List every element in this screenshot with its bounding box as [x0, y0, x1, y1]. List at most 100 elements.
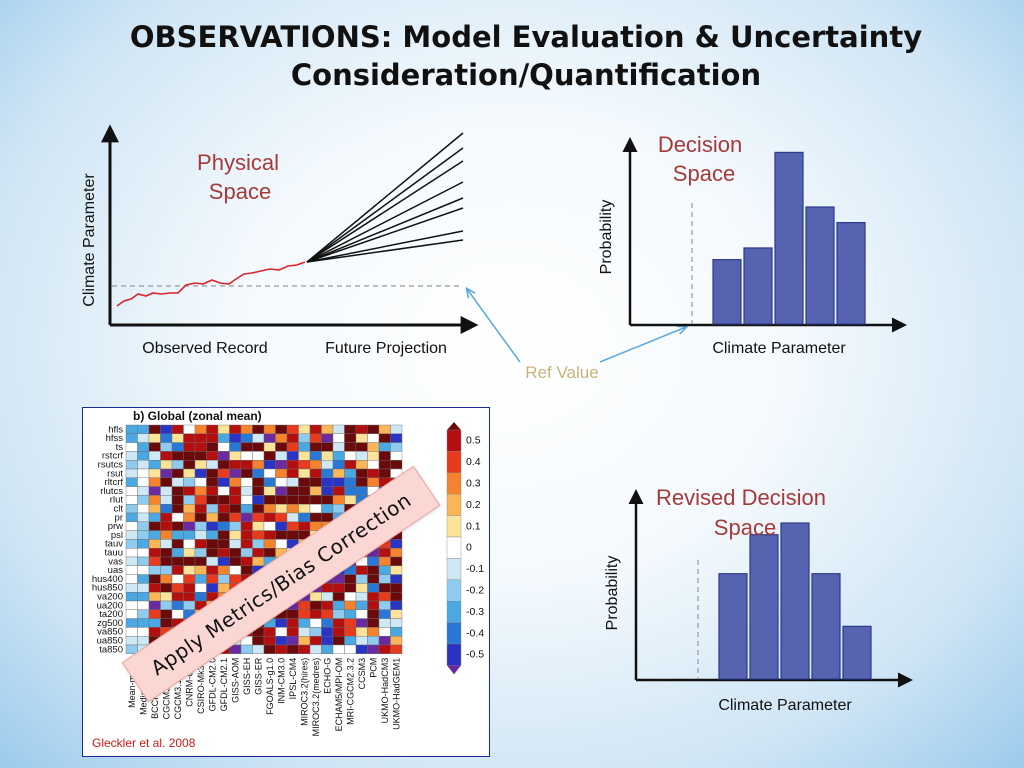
heatmap-cell: [148, 556, 161, 567]
heatmap-cell: [355, 600, 368, 611]
heatmap-column-label: IPSL-CM4: [288, 658, 298, 700]
heatmap-cell: [378, 451, 391, 461]
heatmap-cell: [344, 600, 357, 611]
heatmap-cell: [252, 424, 265, 435]
heatmap-cell: [137, 512, 150, 523]
heatmap-cell: [332, 477, 345, 487]
colorbar-tick-label: 0.2: [466, 499, 481, 511]
colorbar-tick-label: -0.4: [466, 627, 484, 639]
heatmap-cell: [160, 442, 173, 452]
heatmap-cell: [160, 556, 173, 567]
heatmap-cell: [125, 609, 138, 619]
heatmap-cell: [148, 591, 161, 602]
heatmap-cell: [286, 495, 299, 505]
heatmap-cell: [125, 433, 138, 443]
heatmap-cell: [148, 583, 161, 593]
heatmap-cell: [171, 574, 184, 584]
heatmap-cell: [332, 424, 345, 435]
heatmap-cell: [263, 486, 276, 496]
heatmap-cell: [367, 574, 380, 584]
ref-value-annotation: Ref Value: [467, 289, 686, 382]
heatmap-cell: [206, 433, 219, 443]
heatmap-cell: [183, 512, 196, 523]
heatmap-cell: [286, 627, 299, 637]
heatmap-cell: [332, 486, 345, 496]
heatmap-cell: [171, 583, 184, 593]
heatmap-cell: [206, 503, 219, 514]
decision-space-chart: Decision Space Probability Climate Param…: [598, 132, 907, 357]
heatmap-cell: [309, 451, 322, 461]
heatmap-cell: [171, 539, 184, 549]
heatmap-cell: [275, 495, 288, 505]
heatmap-cell: [206, 477, 219, 487]
heatmap-cell: [344, 627, 357, 637]
heatmap-cell: [194, 486, 207, 496]
heatmap-cell: [160, 486, 173, 496]
revised-bars: [718, 522, 872, 680]
observed-record-line: [116, 261, 306, 307]
heatmap-cell: [332, 600, 345, 611]
heatmap-cell: [286, 460, 299, 470]
heatmap-cell: [390, 565, 403, 575]
heatmap-row-label: hus400: [92, 574, 123, 585]
heatmap-cell: [332, 503, 345, 514]
heatmap-cell: [367, 556, 380, 567]
heatmap-cell: [148, 530, 161, 540]
heatmap-cell: [125, 591, 138, 602]
heatmap-cell: [309, 468, 322, 479]
heatmap-cell: [309, 495, 322, 505]
decision-space-label-1: Decision: [658, 132, 742, 157]
heatmap-cell: [367, 424, 380, 435]
heatmap-row-label: ta850: [99, 644, 123, 655]
heatmap-cell: [344, 424, 357, 435]
heatmap-cell: [355, 565, 368, 575]
heatmap-cell: [378, 644, 391, 655]
heatmap-cell: [298, 468, 311, 479]
heatmap-cell: [367, 565, 380, 575]
heatmap-cell: [263, 442, 276, 452]
heatmap-cell: [137, 574, 150, 584]
heatmap-cell: [263, 424, 276, 435]
heatmap-cell: [344, 609, 357, 619]
colorbar-tick-label: -0.3: [466, 606, 484, 618]
heatmap-cell: [171, 565, 184, 575]
heatmap-cell: [344, 486, 357, 496]
heatmap-cell: [298, 503, 311, 514]
heatmap-row-label: va200: [97, 592, 123, 603]
heatmap-cell: [390, 442, 403, 452]
heatmap-row-label: rlut: [110, 495, 124, 506]
heatmap-cell: [378, 627, 391, 637]
heatmap-cell: [252, 486, 265, 496]
colorbar-segment: [446, 600, 462, 623]
heatmap-cell: [148, 451, 161, 461]
heatmap-cell: [378, 574, 391, 584]
heatmap-row-label: rltcrf: [105, 477, 124, 488]
heatmap-cell: [355, 635, 368, 646]
heatmap-cell: [206, 512, 219, 523]
colorbar-tick-label: 0: [466, 542, 472, 554]
colorbar-tick-label: -0.5: [466, 649, 484, 661]
heatmap-cell: [137, 591, 150, 602]
heatmap-cell: [378, 556, 391, 567]
heatmap-cell: [321, 433, 334, 443]
revised-y-label: Probability: [604, 556, 621, 631]
heatmap-cell: [194, 565, 207, 575]
heatmap-cell: [332, 451, 345, 461]
heatmap-cell: [148, 539, 161, 549]
heatmap-cell: [171, 433, 184, 443]
heatmap-cell: [263, 627, 276, 637]
heatmap-cell: [171, 477, 184, 487]
heatmap-cell: [252, 644, 265, 655]
title-line-2: Consideration/Quantification: [290, 58, 762, 92]
heatmap-cell: [390, 547, 403, 558]
heatmap-cell: [160, 609, 173, 619]
heatmap-cell: [321, 635, 334, 646]
heatmap-cell: [332, 495, 345, 505]
heatmap-cell: [390, 574, 403, 584]
heatmap-cell: [171, 503, 184, 514]
heatmap-column-label: MIROC3.2(hires): [299, 658, 309, 726]
heatmap-cell: [171, 556, 184, 567]
decision-bar-2: [743, 247, 773, 325]
heatmap-cell: [217, 530, 230, 540]
heatmap-cell: [217, 521, 230, 531]
